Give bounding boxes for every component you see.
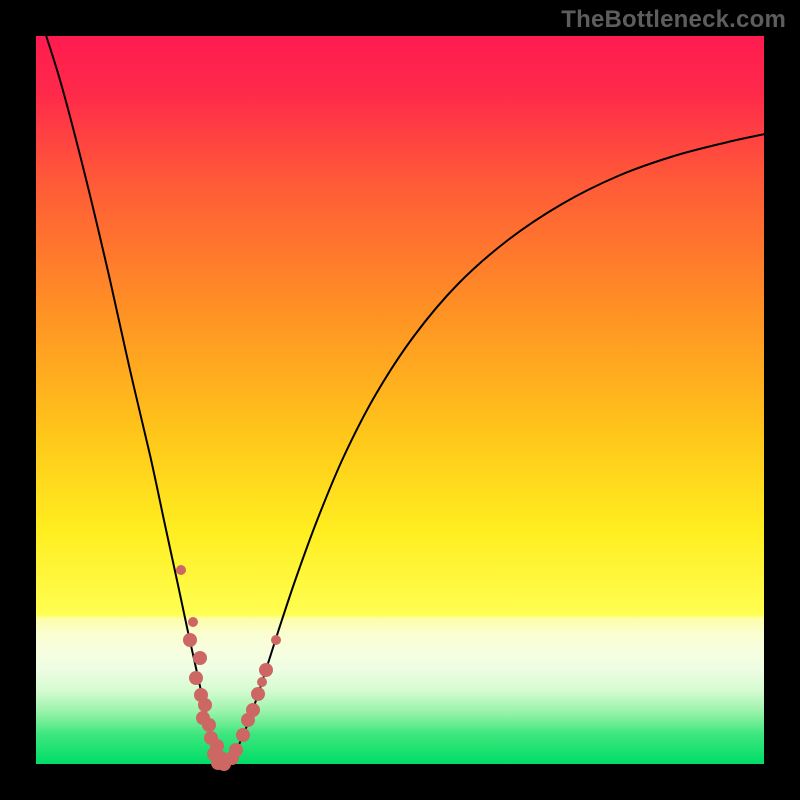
data-point xyxy=(188,617,198,627)
watermark-text: TheBottleneck.com xyxy=(561,6,786,34)
data-point xyxy=(176,565,186,575)
data-point xyxy=(229,743,243,757)
data-point xyxy=(202,718,216,732)
data-point xyxy=(193,651,207,665)
bottleneck-plot-svg xyxy=(0,0,800,800)
data-point xyxy=(257,677,267,687)
data-point xyxy=(189,671,203,685)
data-point xyxy=(246,703,260,717)
data-point xyxy=(236,728,250,742)
data-point xyxy=(198,698,212,712)
data-point xyxy=(183,633,197,647)
data-point xyxy=(259,663,273,677)
data-point xyxy=(251,687,265,701)
plot-background xyxy=(36,36,764,764)
data-point xyxy=(271,635,281,645)
chart-container: TheBottleneck.com xyxy=(0,0,800,800)
